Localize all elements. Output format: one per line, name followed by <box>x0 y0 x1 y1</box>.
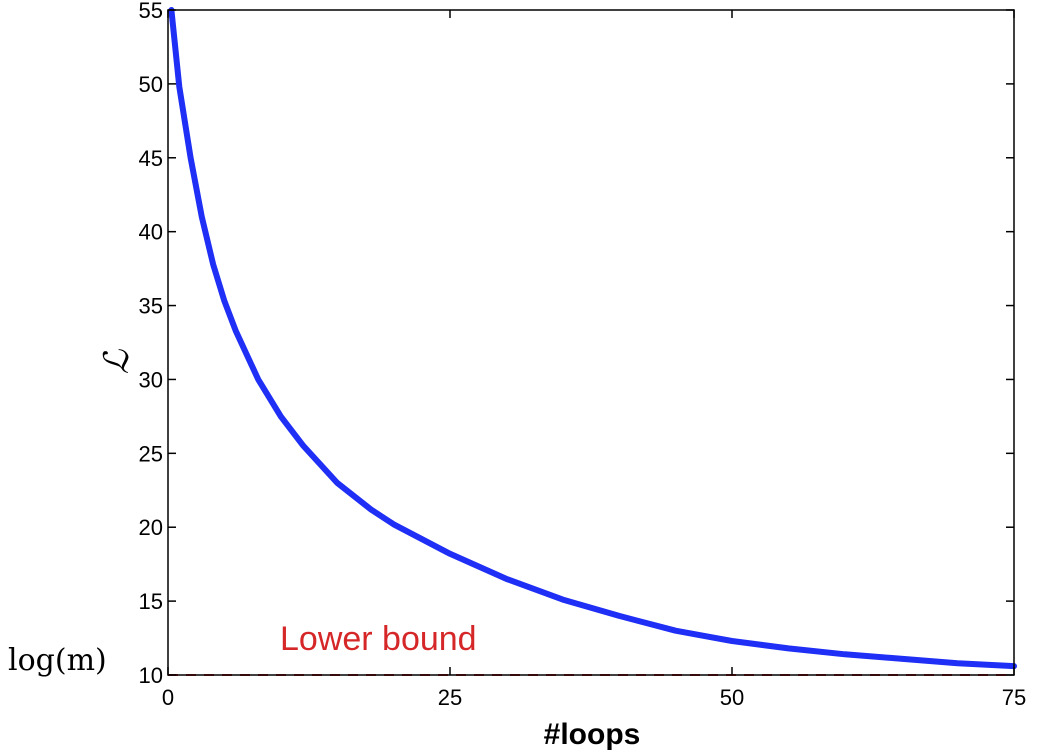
plot-area <box>168 10 1014 675</box>
y-tick-label: 20 <box>139 515 163 540</box>
y-tick-label: 55 <box>139 0 163 23</box>
axes-box <box>167 9 1015 676</box>
axes-frame <box>167 9 1015 676</box>
x-tick-label: 50 <box>720 685 744 710</box>
plot-background <box>168 10 1014 675</box>
y-tick-label: 10 <box>139 663 163 688</box>
log-m-annotation: log(m) <box>8 643 107 678</box>
y-tick-label: 45 <box>139 146 163 171</box>
y-tick-label: 30 <box>139 367 163 392</box>
y-tick-label: 35 <box>139 294 163 319</box>
series-line-0 <box>168 7 1017 670</box>
x-tick-label: 25 <box>438 685 462 710</box>
x-tick-label: 0 <box>162 685 174 710</box>
y-tick-label: 50 <box>139 72 163 97</box>
x-axis-label: #loops <box>544 718 641 751</box>
series-group <box>168 7 1017 670</box>
lower-bound-label: Lower bound <box>280 620 477 658</box>
y-tick-label: 40 <box>139 220 163 245</box>
x-tick-label: 75 <box>1002 685 1026 710</box>
y-tick-label: 15 <box>139 589 163 614</box>
y-tick-label: 25 <box>139 441 163 466</box>
y-axis-label: ℒ <box>97 348 137 374</box>
tick-group: 0 25 50 75 10 15 20 25 30 35 40 45 50 55 <box>139 0 1027 710</box>
